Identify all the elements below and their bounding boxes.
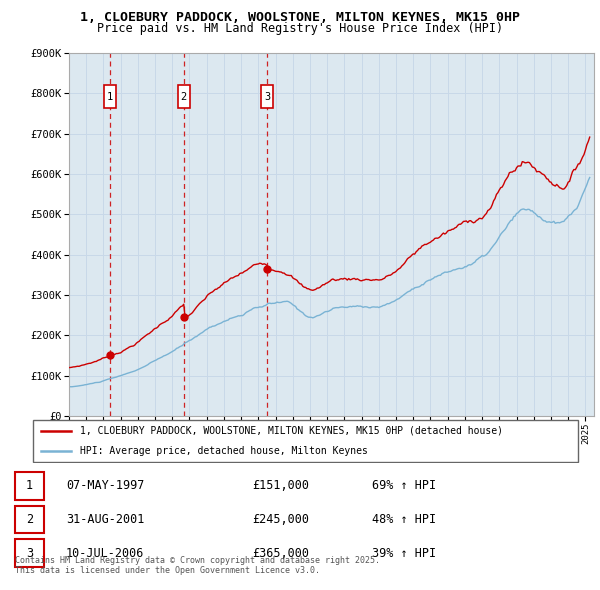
Text: £245,000: £245,000 [252,513,309,526]
Text: 1, CLOEBURY PADDOCK, WOOLSTONE, MILTON KEYNES, MK15 0HP (detached house): 1, CLOEBURY PADDOCK, WOOLSTONE, MILTON K… [80,426,503,436]
Text: 1: 1 [26,479,33,493]
FancyBboxPatch shape [262,86,274,108]
FancyBboxPatch shape [178,86,190,108]
Text: £365,000: £365,000 [252,546,309,560]
Text: 1: 1 [106,91,113,101]
Text: 69% ↑ HPI: 69% ↑ HPI [372,479,436,493]
Text: £151,000: £151,000 [252,479,309,493]
Text: 39% ↑ HPI: 39% ↑ HPI [372,546,436,560]
Text: 31-AUG-2001: 31-AUG-2001 [66,513,145,526]
Text: 07-MAY-1997: 07-MAY-1997 [66,479,145,493]
Text: 48% ↑ HPI: 48% ↑ HPI [372,513,436,526]
Text: Contains HM Land Registry data © Crown copyright and database right 2025.
This d: Contains HM Land Registry data © Crown c… [15,556,380,575]
FancyBboxPatch shape [33,420,578,462]
Text: 10-JUL-2006: 10-JUL-2006 [66,546,145,560]
Text: 2: 2 [26,513,33,526]
Text: 1, CLOEBURY PADDOCK, WOOLSTONE, MILTON KEYNES, MK15 0HP: 1, CLOEBURY PADDOCK, WOOLSTONE, MILTON K… [80,11,520,24]
Text: 3: 3 [26,546,33,560]
Text: 3: 3 [265,91,271,101]
Text: Price paid vs. HM Land Registry's House Price Index (HPI): Price paid vs. HM Land Registry's House … [97,22,503,35]
FancyBboxPatch shape [104,86,116,108]
Text: HPI: Average price, detached house, Milton Keynes: HPI: Average price, detached house, Milt… [80,446,368,456]
Text: 2: 2 [181,91,187,101]
